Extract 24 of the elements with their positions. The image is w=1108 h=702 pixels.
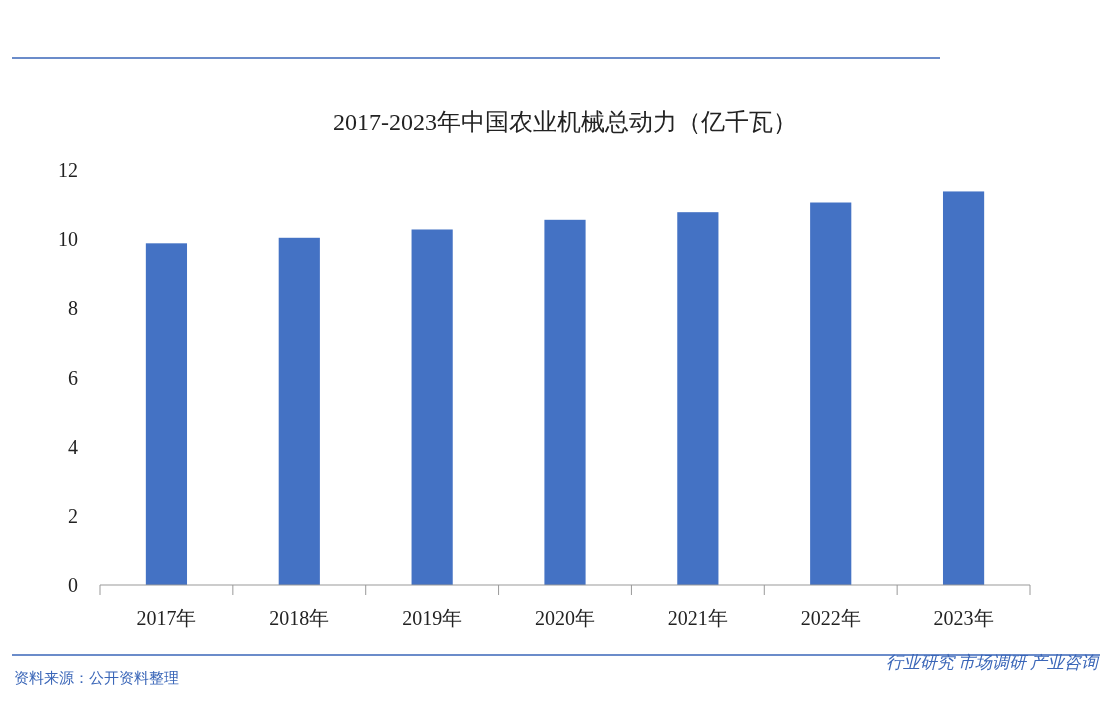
bar xyxy=(278,237,320,585)
y-tick-label: 10 xyxy=(58,228,78,251)
y-tick-label: 0 xyxy=(68,574,78,596)
bar xyxy=(145,243,188,585)
x-tick-label: 2020年 xyxy=(535,607,595,629)
text: 资料来源：公开资料整理 xyxy=(14,670,179,686)
x-tick-label: 2019年 xyxy=(402,607,463,629)
x-tick-label: 2018年 xyxy=(269,607,330,629)
x-tick-label: 2017年 xyxy=(136,607,197,629)
y-tick-label: 8 xyxy=(68,297,78,320)
bar xyxy=(677,212,719,585)
bar xyxy=(810,202,852,585)
y-tick-label: 4 xyxy=(68,435,78,458)
bar xyxy=(942,191,985,585)
x-tick-label: 2023年 xyxy=(933,607,994,629)
y-tick-label: 2 xyxy=(68,504,78,527)
y-tick-label: 12 xyxy=(58,159,78,181)
text: 行业研究 市场调研 产业咨询 xyxy=(885,653,1100,672)
x-tick-label: 2022年 xyxy=(800,607,861,629)
chart-title: 2017-2023年中国农业机械总动力（亿千瓦） xyxy=(333,109,797,135)
x-tick-label: 2021年 xyxy=(667,607,728,629)
bar xyxy=(411,229,453,585)
bar xyxy=(544,219,586,585)
y-tick-label: 6 xyxy=(68,366,78,389)
